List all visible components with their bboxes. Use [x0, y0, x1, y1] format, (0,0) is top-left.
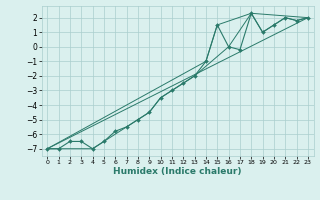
- X-axis label: Humidex (Indice chaleur): Humidex (Indice chaleur): [113, 167, 242, 176]
